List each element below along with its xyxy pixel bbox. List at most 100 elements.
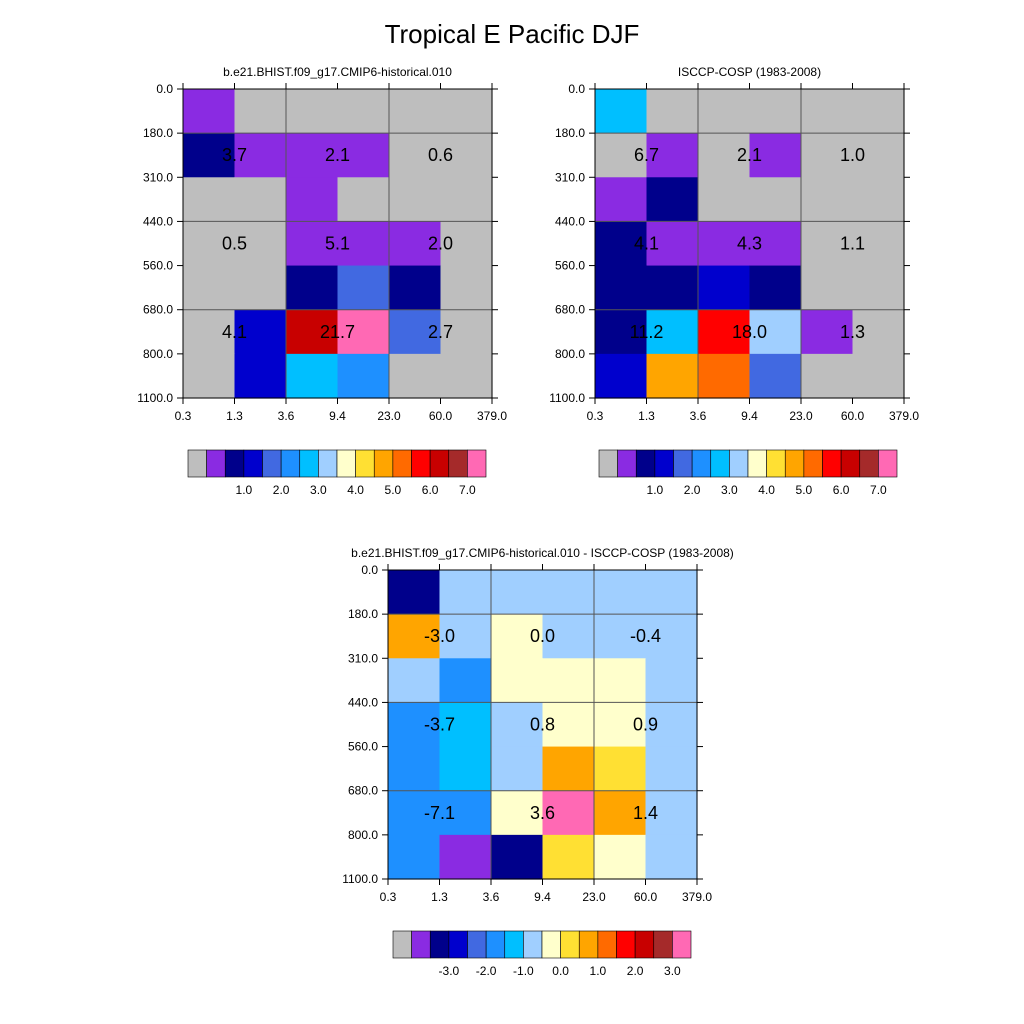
heatmap-cell [749,309,802,355]
heatmap-cell [337,309,390,355]
heatmap-cell [439,746,492,792]
y-tick-label: 560.0 [143,259,173,273]
colorbar-swatch [187,449,207,478]
heatmap-cell [286,133,339,178]
x-tick-label: 9.4 [741,409,758,423]
y-tick-label: 560.0 [555,259,585,273]
y-tick-label: 440.0 [143,214,173,228]
heatmap-cell [286,309,339,355]
colorbar-label: 1.0 [590,964,607,978]
heatmap-cell [388,790,441,836]
heatmap-cell [801,89,854,134]
heatmap-cell [389,353,442,399]
y-tick-label: 680.0 [143,303,173,317]
colorbar-label: 2.0 [273,483,290,497]
block-value-label: 11.2 [630,322,664,342]
heatmap-cell [440,265,493,311]
block-value-label: 5.1 [325,234,350,254]
colorbar-swatch [710,449,730,478]
colorbar-swatch [653,930,673,959]
heatmap-cell [542,702,595,748]
colorbar-swatch [560,930,580,959]
block-value-label: 2.7 [428,322,453,342]
heatmap-cell [852,177,905,223]
heatmap-cell [595,265,648,311]
heatmap-cell [645,834,698,880]
colorbar-swatch [523,930,543,959]
heatmap-cell [646,133,699,178]
colorbar-label: 3.0 [664,964,681,978]
colorbar-swatch [411,930,431,959]
heatmap-cell [594,570,647,615]
colorbar-label: -3.0 [439,964,460,978]
heatmap-cell [646,309,699,355]
y-tick-label: 560.0 [348,740,378,754]
block-value-label: -3.0 [424,626,455,646]
x-tick-label: 0.3 [380,890,397,904]
block-value-label: 1.1 [840,234,865,254]
y-tick-label: 440.0 [348,695,378,709]
colorbar-swatch [635,449,656,478]
colorbar-swatch [654,449,674,478]
block-value-label: 0.5 [222,234,247,254]
figure-title: Tropical E Pacific DJF [385,19,640,49]
heatmap-cell [645,570,698,615]
heatmap-cell [646,265,699,311]
heatmap-cell [801,309,854,355]
x-tick-label: 1.3 [638,409,655,423]
heatmap-cell [595,309,648,355]
colorbar-label: 1.0 [236,483,253,497]
block-value-label: 1.0 [840,145,865,165]
colorbar-swatch [578,930,599,959]
panel-model: b.e21.BHIST.f09_g17.CMIP6-historical.010… [137,65,507,497]
x-tick-label: 23.0 [377,409,401,423]
panel-observation: ISCCP-COSP (1983-2008) 0.3 1.3 3.6 9.4 23.0 60… [549,65,919,497]
heatmap-cell [852,133,905,178]
colorbar-swatch [392,449,412,478]
x-tick-label: 379.0 [889,409,919,423]
heatmap-cell [698,89,751,134]
heatmap-cell [440,89,493,134]
heatmap-cell [749,133,802,178]
x-tick-label: 9.4 [329,409,346,423]
heatmap-cell [440,353,493,399]
heatmap-cell [234,265,287,311]
colorbar-swatch [411,449,431,478]
block-value-label: 0.0 [530,626,555,646]
x-tick-label: 3.6 [483,890,500,904]
y-tick-label: 0.0 [568,82,585,96]
x-tick-label: 60.0 [841,409,865,423]
y-tick-label: 800.0 [555,347,585,361]
colorbar-label: 3.0 [721,483,738,497]
heatmap-cell [439,570,492,615]
colorbar-swatch [318,449,338,478]
heatmap-cell [646,353,699,399]
heatmap-cell [595,89,648,134]
heatmap-cell [388,834,441,880]
block-value-label: 2.0 [428,234,453,254]
heatmap-cell [337,133,390,178]
heatmap-cell [440,133,493,178]
heatmap-cell [286,353,339,399]
colorbar-label: -2.0 [476,964,497,978]
colorbar-label: 1.0 [647,483,664,497]
colorbar-swatch [597,930,617,959]
colorbar-swatch [691,449,712,478]
heatmap-cell [440,221,493,267]
heatmap-cell [801,265,854,311]
heatmap-cell [389,89,442,134]
x-tick-label: 23.0 [582,890,606,904]
colorbar-label: 7.0 [459,483,476,497]
panel-difference: b.e21.BHIST.f09_g17.CMIP6-historical.010… [342,546,734,978]
colorbar-swatch [485,930,506,959]
heatmap-cell [234,353,287,399]
colorbar-swatch [598,449,618,478]
heatmap-cell [594,658,647,704]
colorbar-swatch [355,449,375,478]
heatmap-cell [595,177,648,223]
colorbar-swatch [448,930,468,959]
x-tick-label: 1.3 [226,409,243,423]
colorbar-swatch [448,449,468,478]
heatmap-cell [801,221,854,267]
heatmap-cell [337,89,390,134]
